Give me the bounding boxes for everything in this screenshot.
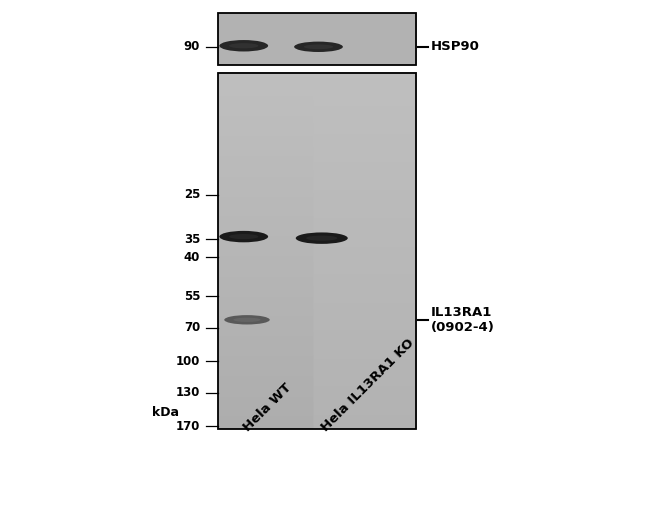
Ellipse shape xyxy=(304,45,333,49)
Text: IL13RA1
(0902-4): IL13RA1 (0902-4) xyxy=(431,306,495,334)
Bar xyxy=(218,13,416,65)
Ellipse shape xyxy=(306,236,337,241)
Text: 40: 40 xyxy=(184,251,200,264)
Ellipse shape xyxy=(220,40,268,51)
Ellipse shape xyxy=(229,234,259,239)
Text: kDa: kDa xyxy=(152,406,179,419)
Text: 35: 35 xyxy=(184,232,200,245)
Text: 100: 100 xyxy=(176,355,200,368)
Text: 70: 70 xyxy=(184,321,200,334)
Ellipse shape xyxy=(294,42,343,52)
Text: 90: 90 xyxy=(184,41,200,53)
Text: 55: 55 xyxy=(184,290,200,303)
Ellipse shape xyxy=(220,231,268,242)
Text: Hela WT: Hela WT xyxy=(241,381,294,434)
Ellipse shape xyxy=(229,43,259,48)
Text: 130: 130 xyxy=(176,386,200,399)
Ellipse shape xyxy=(233,318,261,322)
Bar xyxy=(218,73,416,429)
Ellipse shape xyxy=(296,232,348,244)
Text: Hela IL13RA1 KO: Hela IL13RA1 KO xyxy=(319,336,417,434)
Text: HSP90: HSP90 xyxy=(431,41,480,53)
Ellipse shape xyxy=(224,315,270,324)
Text: 170: 170 xyxy=(176,420,200,433)
Text: 25: 25 xyxy=(184,188,200,201)
